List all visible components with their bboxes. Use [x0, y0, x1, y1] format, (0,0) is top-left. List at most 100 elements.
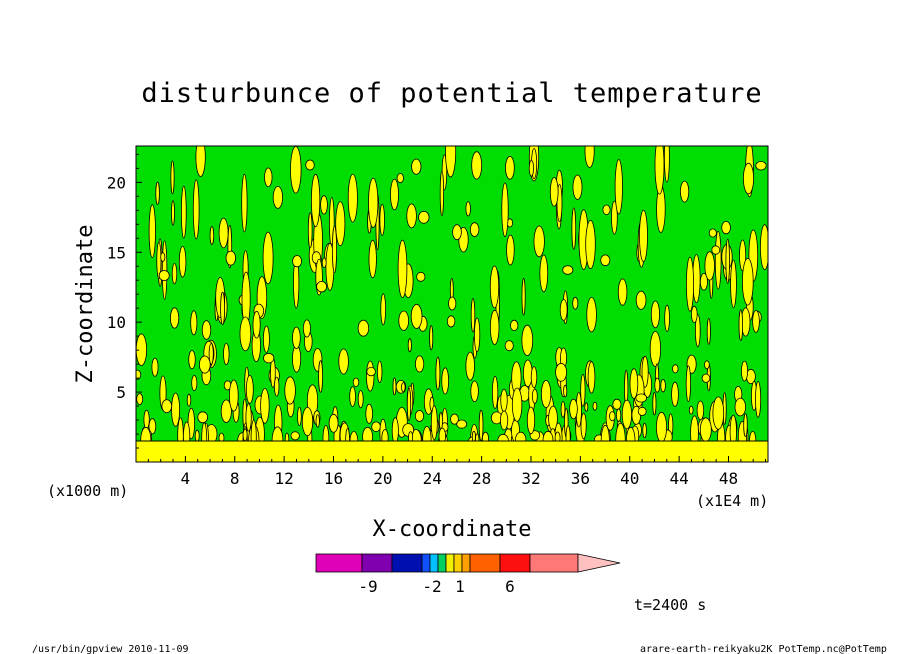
anomaly-region: [186, 393, 192, 407]
lower-layer-band: [136, 441, 768, 462]
anomaly-region: [730, 259, 737, 309]
anomaly-region: [500, 388, 508, 412]
anomaly-region: [664, 304, 670, 332]
anomaly-region: [410, 303, 423, 329]
anomaly-region: [752, 310, 760, 333]
anomaly-region: [262, 231, 274, 285]
anomaly-region: [499, 410, 509, 431]
anomaly-region: [220, 399, 232, 423]
anomaly-region: [580, 373, 586, 407]
anomaly-region: [586, 297, 597, 333]
anomaly-region: [721, 221, 731, 235]
x-tick-label: 16: [324, 469, 343, 488]
anomaly-region: [664, 146, 670, 183]
anomaly-region: [743, 162, 755, 195]
anomaly-region: [639, 209, 648, 263]
anomaly-region: [470, 298, 476, 333]
anomaly-region: [584, 402, 589, 412]
anomaly-region: [704, 360, 710, 370]
anomaly-region: [190, 310, 198, 336]
anomaly-region: [301, 406, 314, 436]
x-tick-label: 4: [181, 469, 191, 488]
anomaly-region: [170, 307, 180, 329]
anomaly-region: [396, 173, 404, 184]
anomaly-region: [352, 377, 360, 388]
anomaly-region: [171, 392, 181, 427]
anomaly-region: [148, 204, 156, 258]
colorbar-segment: [461, 553, 471, 573]
anomaly-region: [592, 401, 598, 411]
anomaly-region: [652, 392, 657, 416]
anomaly-region: [569, 398, 578, 420]
anomaly-region: [209, 226, 215, 245]
anomaly-region: [609, 411, 616, 422]
anomaly-region: [679, 180, 690, 203]
anomaly-region: [671, 381, 679, 407]
anomaly-region: [690, 305, 698, 323]
anomaly-region: [540, 379, 552, 408]
anomaly-region: [612, 398, 622, 410]
anomaly-region: [239, 316, 252, 352]
anomaly-region: [528, 160, 535, 177]
anomaly-region: [506, 234, 515, 266]
colorbar-segment: [429, 553, 439, 573]
anomaly-region: [349, 386, 356, 407]
anomaly-region: [572, 296, 579, 310]
anomaly-region: [629, 368, 639, 399]
anomaly-region: [290, 146, 302, 194]
anomaly-region: [320, 195, 328, 215]
x-unit-left: (x1000 m): [47, 482, 128, 500]
anomaly-region: [220, 291, 226, 325]
anomaly-region: [223, 342, 230, 365]
anomaly-region: [741, 360, 749, 382]
colorbar-segment: [529, 553, 579, 573]
anomaly-region: [229, 379, 239, 412]
x-unit-right: (x1E4 m): [696, 492, 768, 510]
colorbar-segment: [469, 553, 501, 573]
anomaly-region: [136, 369, 142, 380]
anomaly-region: [600, 254, 611, 267]
anomaly-region: [621, 399, 633, 430]
anomaly-region: [218, 217, 229, 249]
anomaly-region: [297, 406, 302, 426]
anomaly-region: [197, 411, 209, 424]
anomaly-region: [694, 314, 701, 348]
colorbar-label: -2: [422, 577, 441, 596]
anomaly-region: [617, 278, 628, 306]
anomaly-region: [708, 228, 717, 238]
x-tick-label: 12: [274, 469, 293, 488]
anomaly-region: [406, 203, 417, 229]
anomaly-region: [743, 413, 748, 437]
anomaly-region: [530, 366, 538, 389]
anomaly-region: [315, 414, 320, 428]
colorbar-segment: [453, 553, 463, 573]
anomaly-region: [292, 255, 303, 268]
anomaly-region: [446, 315, 456, 328]
anomaly-region: [435, 356, 441, 391]
anomaly-region: [160, 252, 166, 262]
anomaly-region: [685, 365, 692, 403]
anomaly-region: [380, 293, 387, 326]
anomaly-region: [201, 320, 212, 340]
anomaly-region: [445, 146, 457, 178]
anomaly-region: [158, 270, 170, 281]
anomaly-region: [471, 430, 476, 443]
anomaly-region: [406, 387, 412, 421]
anomaly-region: [263, 352, 275, 364]
anomaly-region: [755, 381, 762, 418]
x-tick-label: 36: [571, 469, 590, 488]
anomaly-region: [760, 224, 768, 271]
anomaly-region: [430, 405, 438, 441]
anomaly-region: [252, 310, 261, 339]
anomaly-region: [438, 412, 443, 430]
anomaly-region: [390, 178, 399, 211]
anomaly-region: [195, 146, 206, 177]
anomaly-region: [379, 203, 385, 236]
anomaly-region: [245, 403, 252, 432]
anomaly-region: [711, 245, 721, 255]
anomaly-region: [642, 422, 647, 439]
x-tick-label: 32: [521, 469, 540, 488]
anomaly-region: [465, 351, 475, 381]
anomaly-region: [501, 182, 509, 237]
colorbar-label: 1: [455, 577, 465, 596]
